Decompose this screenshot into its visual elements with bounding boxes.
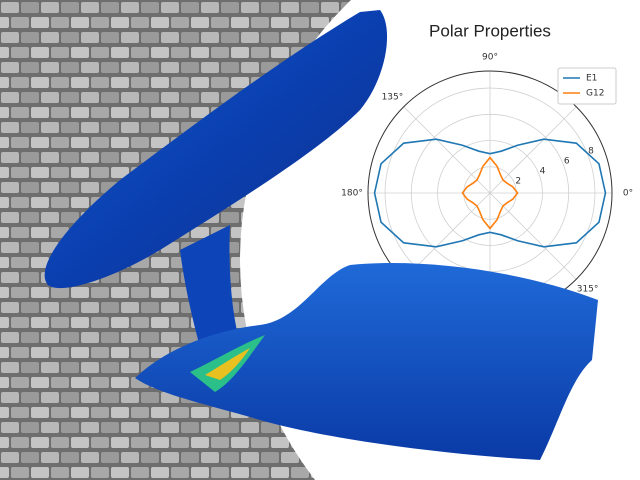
angular-grid-line (403, 106, 491, 194)
r-tick-label: 4 (540, 166, 546, 176)
theta-tick-label: 315° (577, 285, 599, 295)
series-line (461, 156, 519, 230)
polar-plot: 2 4 6 8 0° 90° 135° 180° 315° E1 G12 (341, 53, 633, 316)
strut (180, 225, 238, 365)
legend-label: E1 (586, 74, 597, 84)
radial-grid-line (463, 166, 517, 220)
theta-tick-label: 135° (382, 92, 404, 102)
theta-tick-label: 90° (482, 53, 498, 63)
wing (44, 10, 388, 289)
legend-label: G12 (586, 89, 604, 99)
r-tick-label: 6 (564, 156, 570, 166)
angular-grid-line (489, 192, 577, 280)
chart-title: Polar Properties (429, 21, 551, 40)
radial-grid-line (437, 140, 543, 246)
theta-tick-label: 0° (623, 189, 633, 199)
stress-peak (205, 348, 250, 380)
angular-grid-line (489, 106, 577, 194)
legend-box (557, 67, 617, 105)
theta-tick-label: 180° (341, 189, 363, 199)
series-line (373, 138, 607, 248)
rendered-model (44, 10, 598, 460)
r-tick-label: 2 (515, 176, 521, 186)
base-surface (135, 263, 598, 460)
r-tick-label: 8 (588, 146, 594, 156)
